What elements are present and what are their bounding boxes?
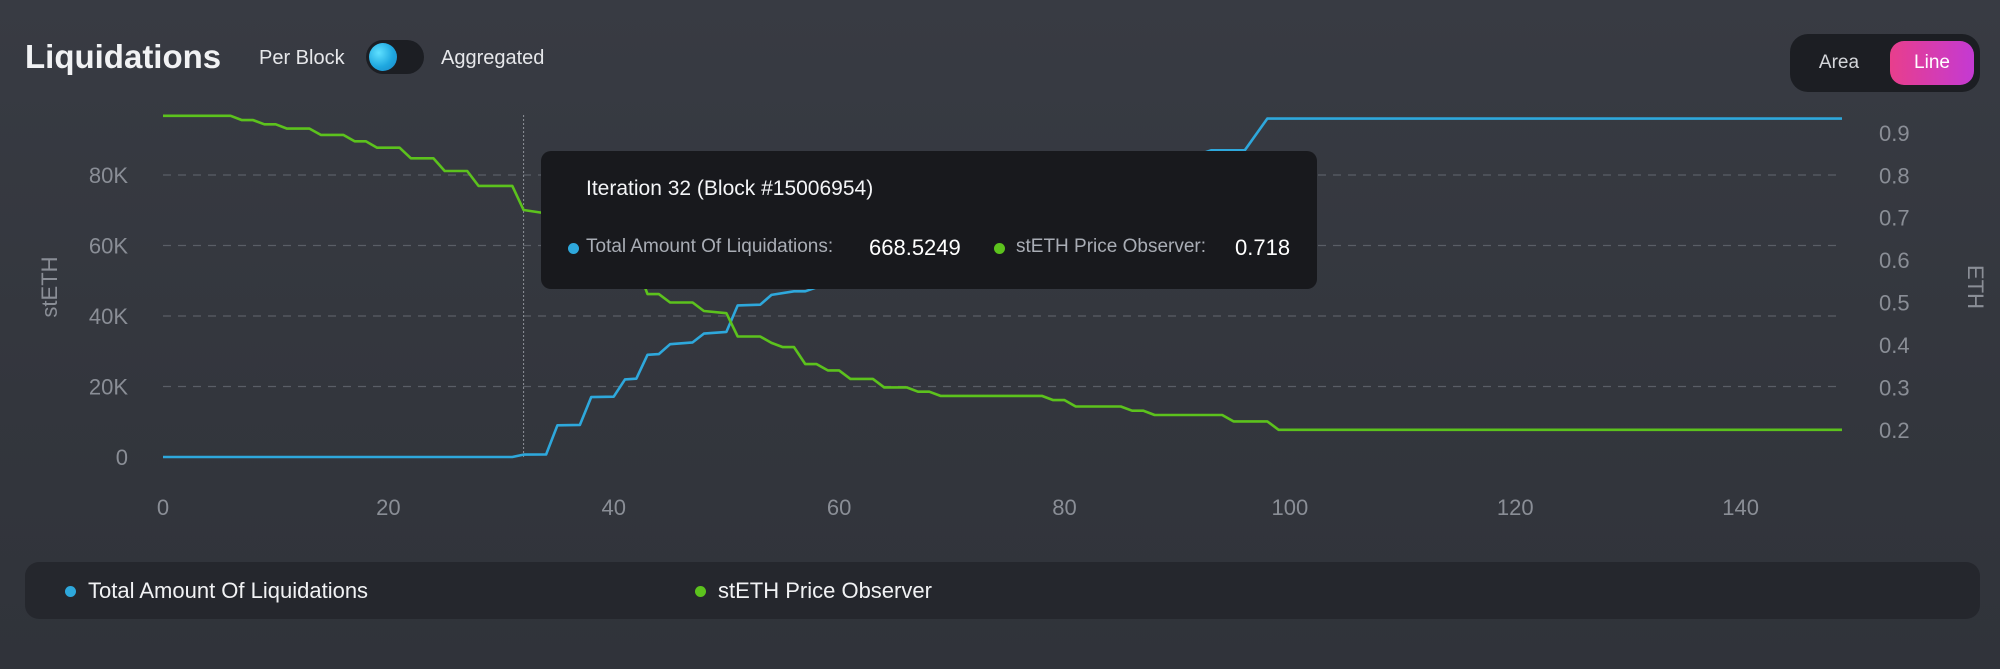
legend-liquidations[interactable]: Total Amount Of Liquidations [88, 578, 369, 603]
y-right-tick-label: 0.6 [1879, 248, 1910, 273]
x-tick-label: 80 [1052, 495, 1076, 520]
right-axis-label: ETH [1963, 265, 1988, 309]
grid-lines [163, 174, 1842, 388]
chart-mode-switch: Area Line [1790, 34, 1980, 92]
y-left-tick-label: 0 [116, 445, 128, 470]
tooltip-price-label: stETH Price Observer: [1016, 236, 1207, 257]
toggle-aggregated-label[interactable]: Aggregated [441, 47, 545, 69]
liquidations-line [163, 117, 1842, 459]
x-tick-label: 100 [1271, 495, 1308, 520]
legend-price-observer[interactable]: stETH Price Observer [718, 578, 932, 603]
price-observer-line [163, 114, 1842, 432]
line-mode-button[interactable]: Line [1890, 41, 1974, 85]
chart-legend: Total Amount Of Liquidations stETH Price… [25, 562, 1980, 619]
area-mode-button[interactable]: Area [1818, 52, 1860, 73]
aggregation-toggle[interactable] [366, 40, 424, 74]
legend-price-dot [695, 586, 706, 597]
y-left-tick-label: 60K [89, 234, 128, 259]
y-right-tick-label: 0.5 [1879, 291, 1910, 316]
y-right-tick-label: 0.3 [1879, 375, 1910, 400]
y-right-tick-label: 0.4 [1879, 333, 1910, 358]
tooltip-price-dot [994, 243, 1005, 254]
x-axis-ticks: 0 20 40 60 80 100 120 140 [157, 495, 1759, 520]
y-right-tick-label: 0.8 [1879, 163, 1910, 188]
y-right-tick-label: 0.9 [1879, 121, 1910, 146]
x-tick-label: 40 [601, 495, 625, 520]
page-title: Liquidations [25, 38, 222, 75]
x-tick-label: 0 [157, 495, 169, 520]
tooltip-price-value: 0.718 [1235, 235, 1291, 260]
left-axis-label: stETH [37, 256, 62, 317]
toggle-knob [369, 43, 397, 71]
tooltip-liquidations-value: 668.5249 [869, 235, 961, 260]
y-left-tick-label: 40K [89, 304, 128, 329]
x-tick-label: 120 [1497, 495, 1534, 520]
tooltip-liquidations-label: Total Amount Of Liquidations: [586, 236, 834, 257]
right-axis-ticks: 0.2 0.3 0.4 0.5 0.6 0.7 0.8 0.9 [1879, 121, 1910, 443]
y-right-tick-label: 0.7 [1879, 206, 1910, 231]
x-tick-label: 140 [1722, 495, 1759, 520]
tooltip-title: Iteration 32 (Block #15006954) [586, 177, 874, 200]
left-axis-ticks: 0 20K 40K 60K 80K [89, 163, 128, 470]
series-lines [163, 114, 1842, 459]
chart-tooltip: Iteration 32 (Block #15006954) Total Amo… [541, 151, 1317, 289]
y-left-tick-label: 80K [89, 163, 128, 188]
legend-liquidations-dot [65, 586, 76, 597]
y-left-tick-label: 20K [89, 375, 128, 400]
x-tick-label: 20 [376, 495, 400, 520]
x-tick-label: 60 [827, 495, 851, 520]
toggle-per-block-label[interactable]: Per Block [259, 47, 345, 69]
tooltip-liquidations-dot [568, 243, 579, 254]
y-right-tick-label: 0.2 [1879, 418, 1910, 443]
